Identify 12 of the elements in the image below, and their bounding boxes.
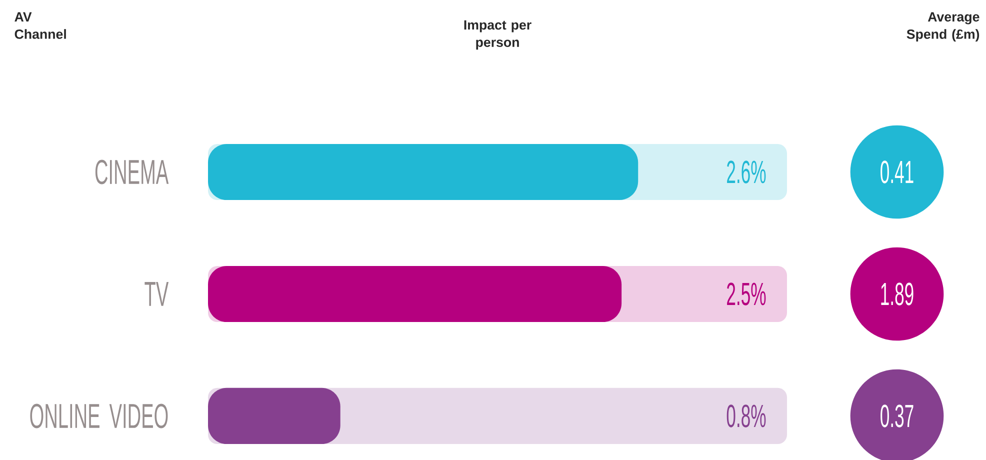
data-label: 0.37 — [880, 404, 914, 428]
y-tick-label: CINEMA — [95, 160, 169, 184]
y-axis-title: AV Channel — [14, 12, 66, 39]
data-label: 2.5% — [727, 282, 766, 306]
y-tick-label: TV — [144, 282, 169, 306]
data-label: 0.8% — [726, 404, 766, 428]
y-tick-label: ONLINE VIDEO — [30, 404, 168, 428]
chart-title: Impact per person — [464, 20, 532, 50]
data-label: 0.41 — [880, 160, 914, 184]
text: Average Spend (£m) — [906, 12, 980, 42]
data-label: 2.6% — [727, 160, 766, 184]
data-label: 1.89 — [881, 282, 914, 306]
